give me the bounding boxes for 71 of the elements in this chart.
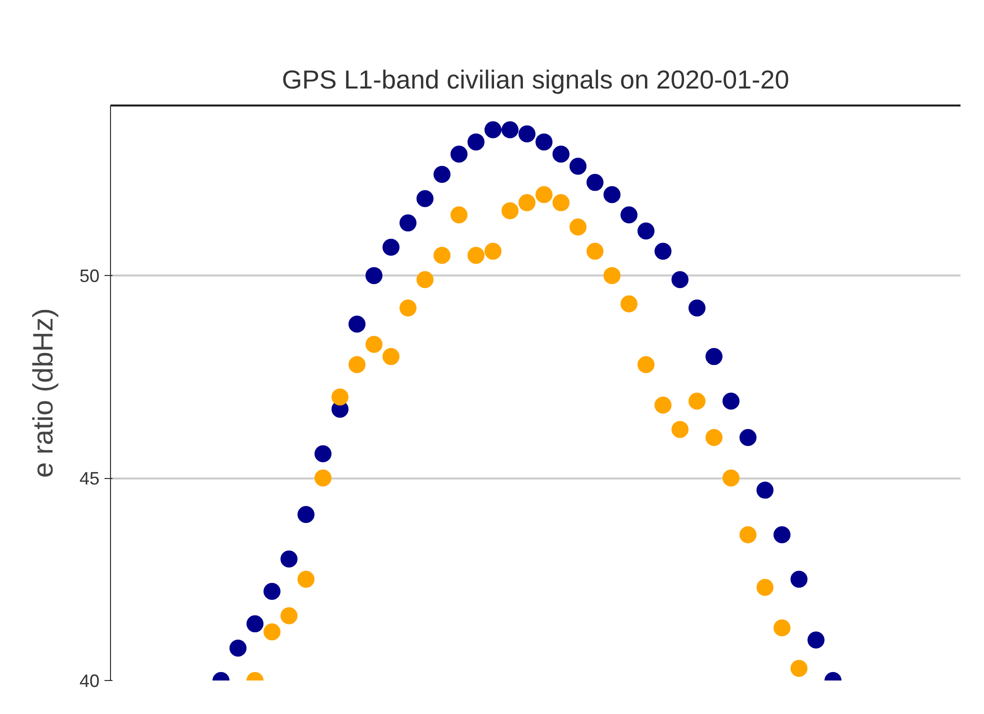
point (672, 271, 688, 288)
point (672, 420, 688, 438)
point (502, 121, 518, 138)
point (366, 267, 382, 284)
point (638, 222, 654, 240)
y-axis-title: e ratio (dbHz) (27, 308, 58, 478)
point (382, 238, 400, 256)
point (230, 640, 246, 657)
point (332, 388, 348, 406)
point (366, 336, 382, 353)
point (518, 125, 536, 142)
point (688, 392, 706, 410)
point (348, 356, 366, 374)
point (620, 206, 638, 224)
point (604, 186, 620, 204)
point (484, 242, 502, 260)
y-tick-label: 40 (79, 671, 100, 691)
point (280, 550, 298, 568)
point (484, 121, 502, 138)
point (552, 194, 570, 212)
point (348, 316, 366, 333)
point (688, 299, 706, 316)
point (790, 570, 808, 588)
point (756, 482, 774, 499)
point (416, 190, 434, 208)
point (536, 133, 552, 150)
point (756, 578, 774, 596)
point (552, 146, 570, 163)
point (382, 348, 400, 366)
point (400, 299, 416, 316)
point (450, 146, 468, 163)
point (638, 356, 654, 374)
point (654, 396, 672, 414)
point (434, 166, 450, 183)
point (570, 158, 586, 175)
point (536, 186, 552, 204)
chart-title: GPS L1-band civilian signals on 2020-01-20 (282, 64, 790, 94)
point (570, 218, 586, 236)
point (314, 470, 332, 487)
point (740, 526, 756, 544)
y-tick-label: 45 (79, 468, 100, 489)
point (774, 526, 790, 544)
point (706, 348, 722, 366)
point (468, 246, 484, 264)
point (400, 214, 416, 232)
point (264, 582, 280, 600)
point (280, 607, 298, 624)
point (706, 429, 722, 446)
point (416, 271, 434, 288)
point (298, 506, 314, 523)
point (740, 429, 756, 446)
point (468, 133, 484, 150)
point (264, 623, 280, 640)
y-tick-label: 50 (79, 266, 100, 286)
point (722, 470, 740, 487)
point (790, 660, 808, 677)
point (434, 246, 450, 264)
point (808, 632, 824, 648)
point (654, 242, 672, 260)
point (518, 194, 536, 212)
point (586, 242, 604, 260)
point (298, 570, 314, 588)
point (246, 615, 264, 632)
point (502, 202, 518, 220)
point (586, 174, 604, 191)
point (774, 619, 790, 636)
point (722, 392, 740, 410)
point (450, 206, 468, 224)
point (604, 267, 620, 284)
point (314, 445, 332, 462)
point (620, 295, 638, 312)
